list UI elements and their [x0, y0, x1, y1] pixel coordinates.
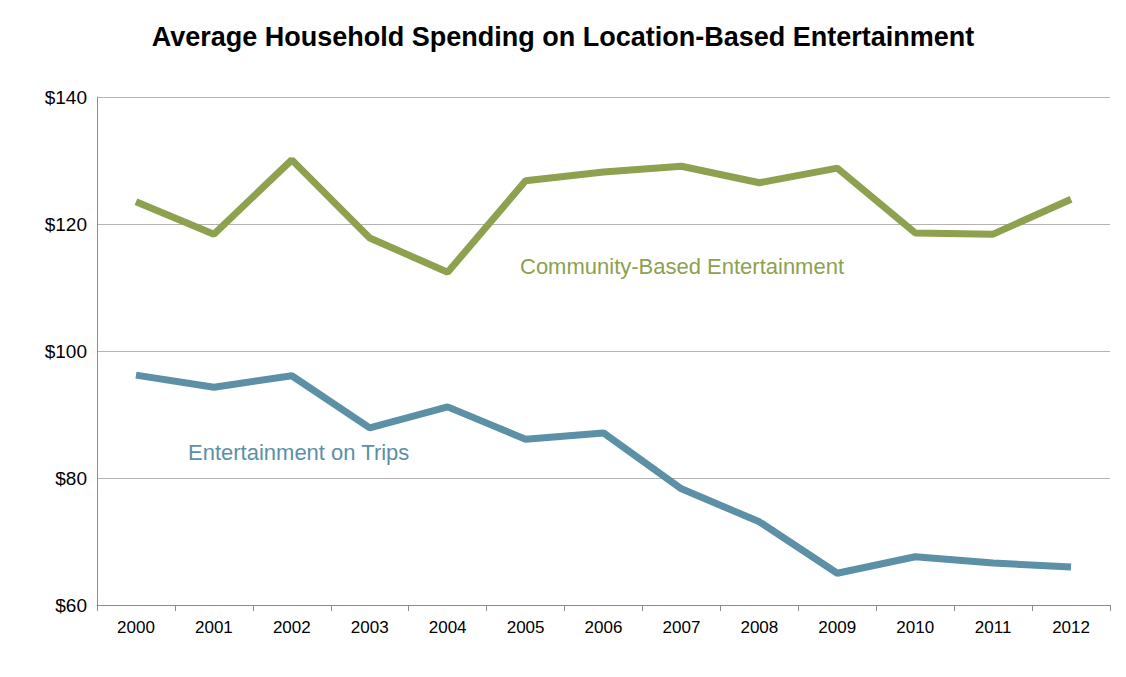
svg-text:2003: 2003	[351, 618, 389, 637]
svg-text:$80: $80	[55, 468, 87, 489]
svg-text:2005: 2005	[507, 618, 545, 637]
svg-text:2009: 2009	[818, 618, 856, 637]
svg-text:$100: $100	[45, 341, 87, 362]
svg-text:2004: 2004	[429, 618, 467, 637]
svg-text:$140: $140	[45, 87, 87, 108]
svg-text:$120: $120	[45, 214, 87, 235]
svg-text:2008: 2008	[740, 618, 778, 637]
svg-text:2006: 2006	[585, 618, 623, 637]
svg-text:$60: $60	[55, 595, 87, 616]
svg-text:Community-Based Entertainment: Community-Based Entertainment	[520, 254, 844, 279]
svg-text:2010: 2010	[896, 618, 934, 637]
svg-text:2001: 2001	[195, 618, 233, 637]
svg-text:2011: 2011	[975, 618, 1012, 637]
svg-text:2007: 2007	[663, 618, 701, 637]
svg-text:2000: 2000	[117, 618, 155, 637]
svg-text:Average Household Spending on: Average Household Spending on Location-B…	[152, 22, 975, 52]
svg-text:2002: 2002	[273, 618, 311, 637]
svg-text:2012: 2012	[1052, 618, 1090, 637]
svg-text:Entertainment on Trips: Entertainment on Trips	[188, 440, 409, 465]
